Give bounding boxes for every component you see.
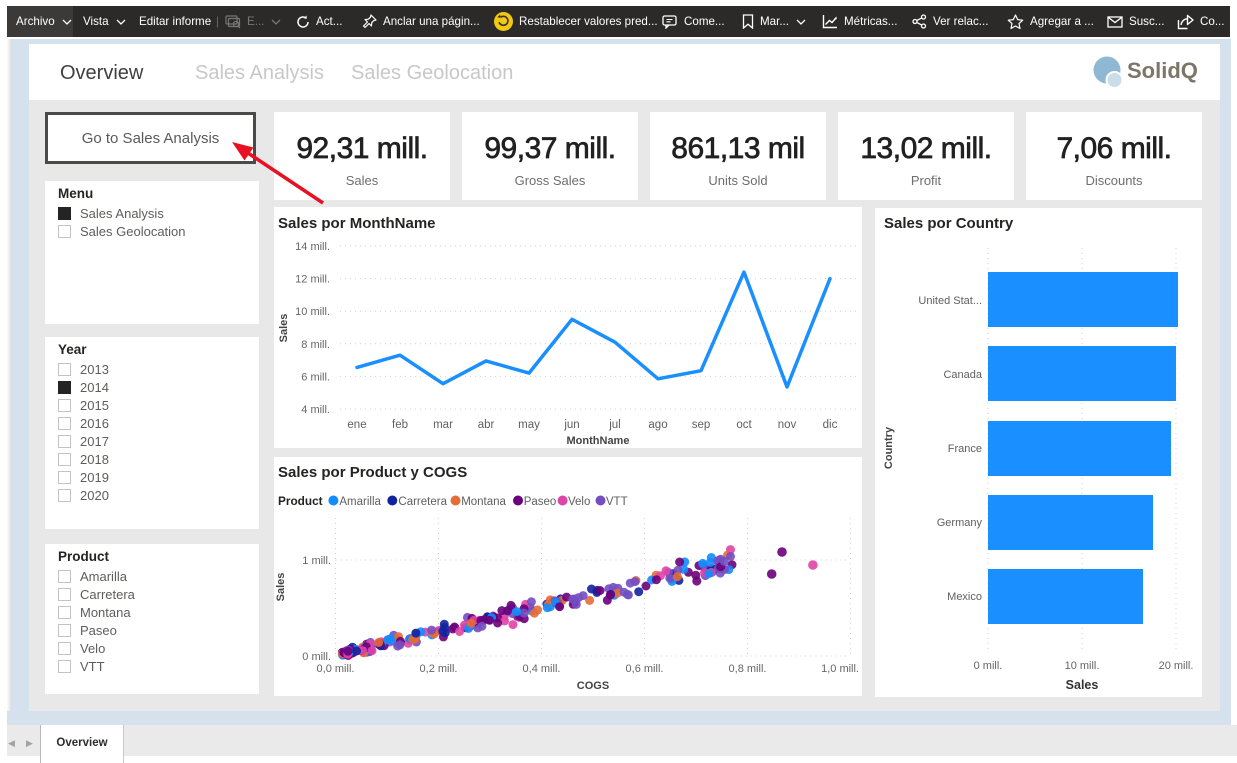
svg-text:SolidQ: SolidQ xyxy=(1127,58,1198,83)
svg-text:Canada: Canada xyxy=(943,369,982,381)
svg-text:oct: oct xyxy=(736,419,752,431)
svg-text:Amarilla: Amarilla xyxy=(339,496,381,508)
svg-text:Sales: Sales xyxy=(275,573,287,602)
svg-text:Country: Country xyxy=(883,426,895,469)
svg-text:0,0 mill.: 0,0 mill. xyxy=(317,663,355,675)
svg-text:Product: Product xyxy=(278,494,323,508)
svg-text:France: France xyxy=(948,443,982,455)
svg-text:0 mill.: 0 mill. xyxy=(974,660,1003,672)
svg-text:10 mill.: 10 mill. xyxy=(1065,660,1100,672)
svg-text:0 mill.: 0 mill. xyxy=(302,651,331,663)
svg-text:sep: sep xyxy=(692,419,711,431)
svg-text:MonthName: MonthName xyxy=(567,435,630,447)
svg-text:mar: mar xyxy=(433,419,453,431)
svg-text:jun: jun xyxy=(563,419,579,431)
svg-text:4 mill.: 4 mill. xyxy=(301,404,330,416)
svg-text:14 mill.: 14 mill. xyxy=(295,241,330,253)
svg-text:Sales: Sales xyxy=(278,314,290,343)
svg-text:Sales por MonthName: Sales por MonthName xyxy=(278,215,436,232)
svg-text:12 mill.: 12 mill. xyxy=(295,274,330,286)
svg-text:20 mill.: 20 mill. xyxy=(1159,660,1194,672)
svg-text:0,4 mill.: 0,4 mill. xyxy=(523,663,561,675)
svg-text:Sales por Product y COGS: Sales por Product y COGS xyxy=(278,464,467,481)
svg-text:6 mill.: 6 mill. xyxy=(301,371,330,383)
svg-text:Carretera: Carretera xyxy=(398,496,447,508)
svg-text:1 mill.: 1 mill. xyxy=(302,555,331,567)
svg-text:Sales: Sales xyxy=(1066,678,1099,692)
svg-text:jul: jul xyxy=(608,419,621,431)
svg-text:dic: dic xyxy=(823,419,838,431)
svg-text:0,2 mill.: 0,2 mill. xyxy=(420,663,458,675)
svg-text:1,0 mill.: 1,0 mill. xyxy=(821,663,859,675)
svg-text:Velo: Velo xyxy=(568,496,590,508)
svg-text:VTT: VTT xyxy=(606,496,628,508)
svg-text:Germany: Germany xyxy=(937,517,983,529)
svg-text:abr: abr xyxy=(478,419,495,431)
svg-text:Paseo: Paseo xyxy=(524,496,557,508)
svg-text:nov: nov xyxy=(778,419,797,431)
svg-text:COGS: COGS xyxy=(577,680,609,692)
svg-text:feb: feb xyxy=(392,419,408,431)
svg-text:Sales por Country: Sales por Country xyxy=(884,215,1014,232)
svg-text:United Stat...: United Stat... xyxy=(918,295,982,307)
svg-text:10 mill.: 10 mill. xyxy=(295,306,330,318)
svg-text:0,6 mill.: 0,6 mill. xyxy=(626,663,664,675)
svg-text:Montana: Montana xyxy=(461,496,506,508)
svg-text:may: may xyxy=(518,419,540,431)
svg-text:8 mill.: 8 mill. xyxy=(301,339,330,351)
svg-text:Mexico: Mexico xyxy=(947,591,982,603)
svg-text:ago: ago xyxy=(648,419,667,431)
svg-text:0,8 mill.: 0,8 mill. xyxy=(729,663,767,675)
svg-text:ene: ene xyxy=(347,419,366,431)
